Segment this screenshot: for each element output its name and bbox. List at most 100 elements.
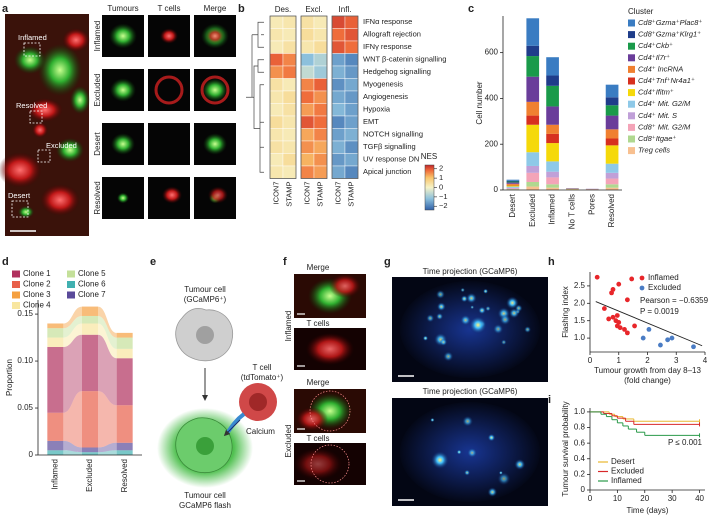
bar-segment [506,182,520,184]
ribbon [63,315,82,338]
row-label: EMT [363,117,379,126]
cell-blob [117,192,129,204]
bar-segment [526,152,540,166]
bar-segment [526,101,540,116]
colorbar-tick-label: −2 [439,201,448,210]
flash-spot [483,288,489,294]
heat-cell [282,90,297,104]
stack-segment [47,450,64,455]
legend-swatch [12,302,20,309]
legend-label: Cd8⁺ Mit. G2/M [638,122,691,131]
bar-segment [605,187,619,190]
heat-cell [313,28,328,42]
x-tick-label: Desert [508,193,517,217]
heat-cell [282,103,297,117]
dendrogram [246,21,264,173]
stack-segment [116,337,133,349]
flash-spot [469,316,487,334]
y-tick-label: 0 [581,485,586,494]
diagram-label: (GCaMP6⁺) [184,295,227,304]
x-axis-label: (fold change) [624,376,671,385]
heat-cell [282,53,297,67]
bar-segment [526,115,540,125]
point [691,344,696,350]
legend-swatch [628,135,635,143]
legend-swatch [628,77,635,85]
ribbon [63,334,82,413]
row-label: NOTCH signalling [363,130,423,139]
bar-segment [605,115,619,130]
heat-cell [282,115,297,129]
y-tick-label: 0 [29,450,34,459]
heat-cell [344,128,359,142]
cell-blob [32,122,48,138]
flash-spot [470,305,475,310]
y-tick-label: 400 [485,94,499,103]
y-tick-label: 0.05 [17,403,33,412]
x-axis-label: Tumour growth from day 8–13 [594,366,701,375]
y-tick-label: 0.6 [574,438,586,447]
bar-segment [546,75,559,86]
row-label: Hedgehog signalling [363,67,431,76]
stack-segment [82,323,98,335]
bar-segment [605,138,619,146]
point [658,342,663,348]
bar-segment [605,178,619,185]
heat-cell [300,103,315,117]
x-tick-label: 10 [613,494,622,503]
row-label: Desert [93,131,102,155]
bar-segment [506,181,520,183]
point [616,281,622,287]
panel-label: b [238,3,245,15]
legend-label: Cd4⁺ Mit. S [638,111,677,120]
heat-cell [313,140,328,154]
heat-cell [269,65,284,79]
x-tick-label: 30 [668,494,677,503]
cell-blob [40,184,80,216]
point [610,286,616,292]
legend-swatch [67,281,75,288]
flash-spot [501,339,507,345]
legend-swatch [628,65,635,73]
image-tile [148,69,190,111]
cell-blob [38,44,82,96]
ribbon [63,391,82,448]
heat-cell [313,65,328,79]
heat-cell [313,165,328,179]
bar-segment [546,124,559,134]
heat-cell [269,103,284,117]
colorbar-tick-label: 1 [439,173,443,182]
ribbon [63,450,82,455]
row-label: Myogenesis [363,80,403,89]
group-outline [300,15,328,179]
bar-segment [506,188,520,190]
x-tick-label: Resolved [607,194,616,227]
y-tick-label: 600 [485,48,499,57]
stack-segment [47,346,64,413]
heat-cell [331,65,346,79]
flash-spot [460,287,465,293]
point [614,313,620,318]
legend-label: Cd4⁺Ckb⁺ [638,41,673,50]
bar-segment [546,133,559,144]
stack-segment [82,306,98,316]
legend-label: Excluded [648,283,681,292]
legend-label: Cd8⁺Itgae⁺ [638,134,676,143]
flash-spot [487,487,498,497]
heat-cell [344,165,359,179]
stack-segment [82,315,98,324]
y-tick-label: 0.2 [574,469,586,478]
heat-cell [313,90,328,104]
point [616,320,622,325]
x-tick-label: 40 [695,494,704,503]
heat-cell [331,128,346,142]
bar-segment [506,179,520,181]
diagram-label: Calcium [246,427,275,436]
cell-blob [56,138,84,162]
flash-spot [436,302,446,312]
bar-segment [546,187,559,190]
point [669,335,675,341]
overview-label: Inflamed [18,33,47,42]
heat-cell [300,115,315,129]
cell-blob [208,186,228,204]
